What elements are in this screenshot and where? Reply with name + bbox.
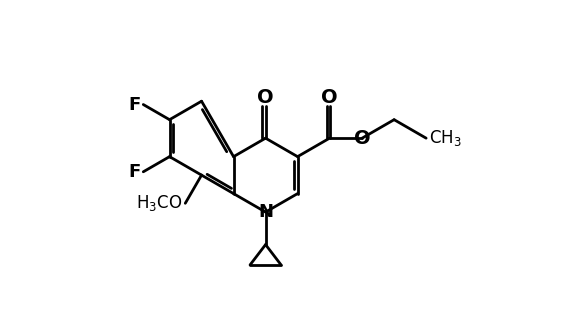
- Text: O: O: [321, 88, 338, 107]
- Text: N: N: [258, 203, 273, 221]
- Text: O: O: [354, 129, 370, 148]
- Text: F: F: [128, 95, 141, 114]
- Text: CH$_3$: CH$_3$: [429, 128, 462, 148]
- Text: H$_3$CO: H$_3$CO: [136, 193, 182, 213]
- Text: F: F: [128, 163, 141, 181]
- Text: O: O: [257, 88, 274, 107]
